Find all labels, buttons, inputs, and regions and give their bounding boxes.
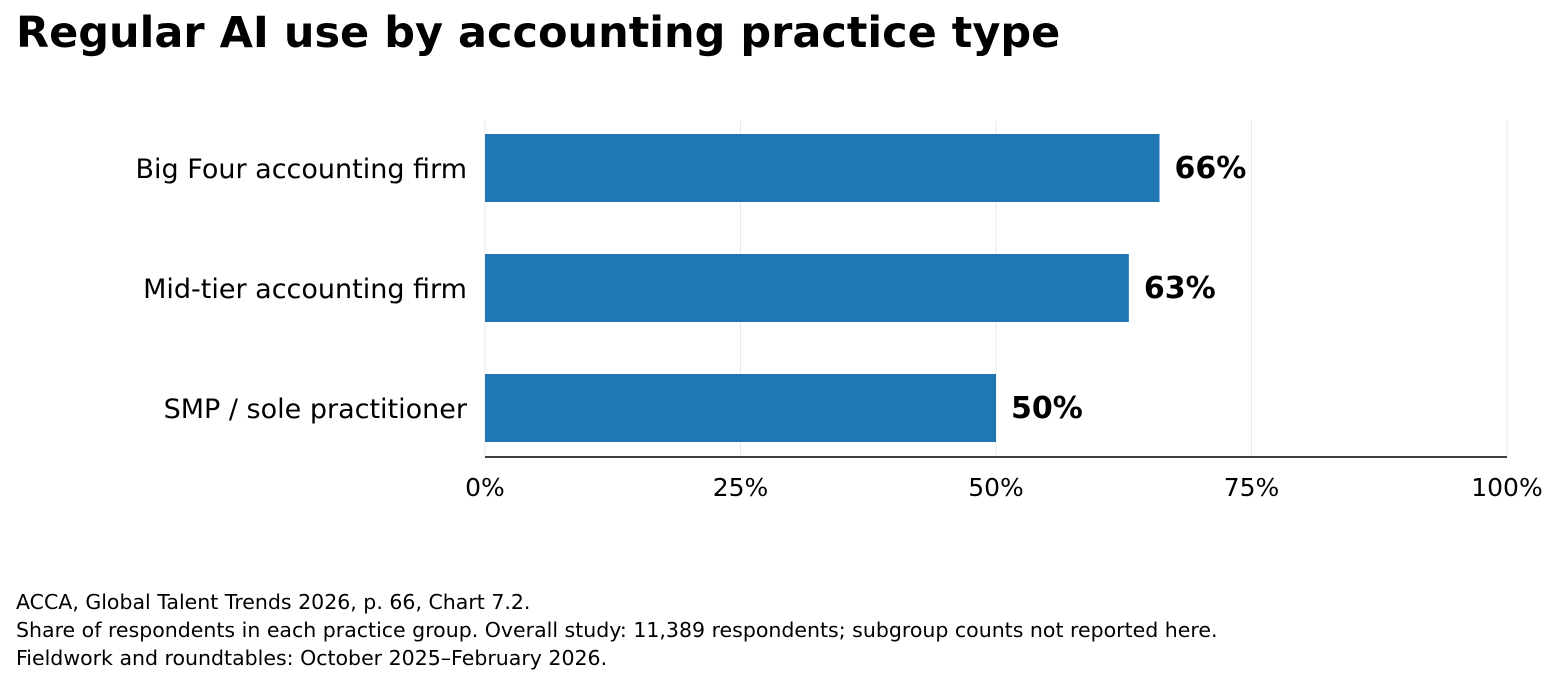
bar — [485, 254, 1129, 322]
footer-source: ACCA, Global Talent Trends 2026, p. 66, … — [16, 590, 531, 614]
value-label: 63% — [1144, 271, 1216, 306]
value-labels: 66% 63% 50% — [1011, 151, 1246, 426]
value-label: 50% — [1011, 391, 1083, 426]
category-label: Mid-tier accounting firm — [143, 274, 467, 305]
bar-chart: 66% 63% 50% Big Four accounting firm Mid-ti… — [136, 120, 1543, 502]
x-tick-label: 25% — [713, 473, 769, 502]
footer-fieldwork: Fieldwork and roundtables: October 2025–… — [16, 646, 608, 670]
bar — [485, 374, 996, 442]
value-label: 66% — [1175, 151, 1247, 186]
x-tick-label: 75% — [1224, 473, 1280, 502]
bar — [485, 134, 1160, 202]
x-tick-label: 50% — [968, 473, 1024, 502]
category-label: SMP / sole practitioner — [164, 394, 468, 425]
footer-note: Share of respondents in each practice gr… — [16, 618, 1218, 642]
chart-footer: ACCA, Global Talent Trends 2026, p. 66, … — [16, 588, 1217, 672]
x-tick-label: 100% — [1471, 473, 1542, 502]
category-labels: Big Four accounting firm Mid-tier account… — [136, 154, 468, 425]
chart-title: Regular AI use by accounting practice ty… — [16, 8, 1061, 58]
x-tick-labels: 0% 25% 50% 75% 100% — [465, 473, 1543, 502]
bars — [485, 134, 1160, 442]
x-tick-label: 0% — [465, 473, 505, 502]
category-label: Big Four accounting firm — [136, 154, 467, 185]
